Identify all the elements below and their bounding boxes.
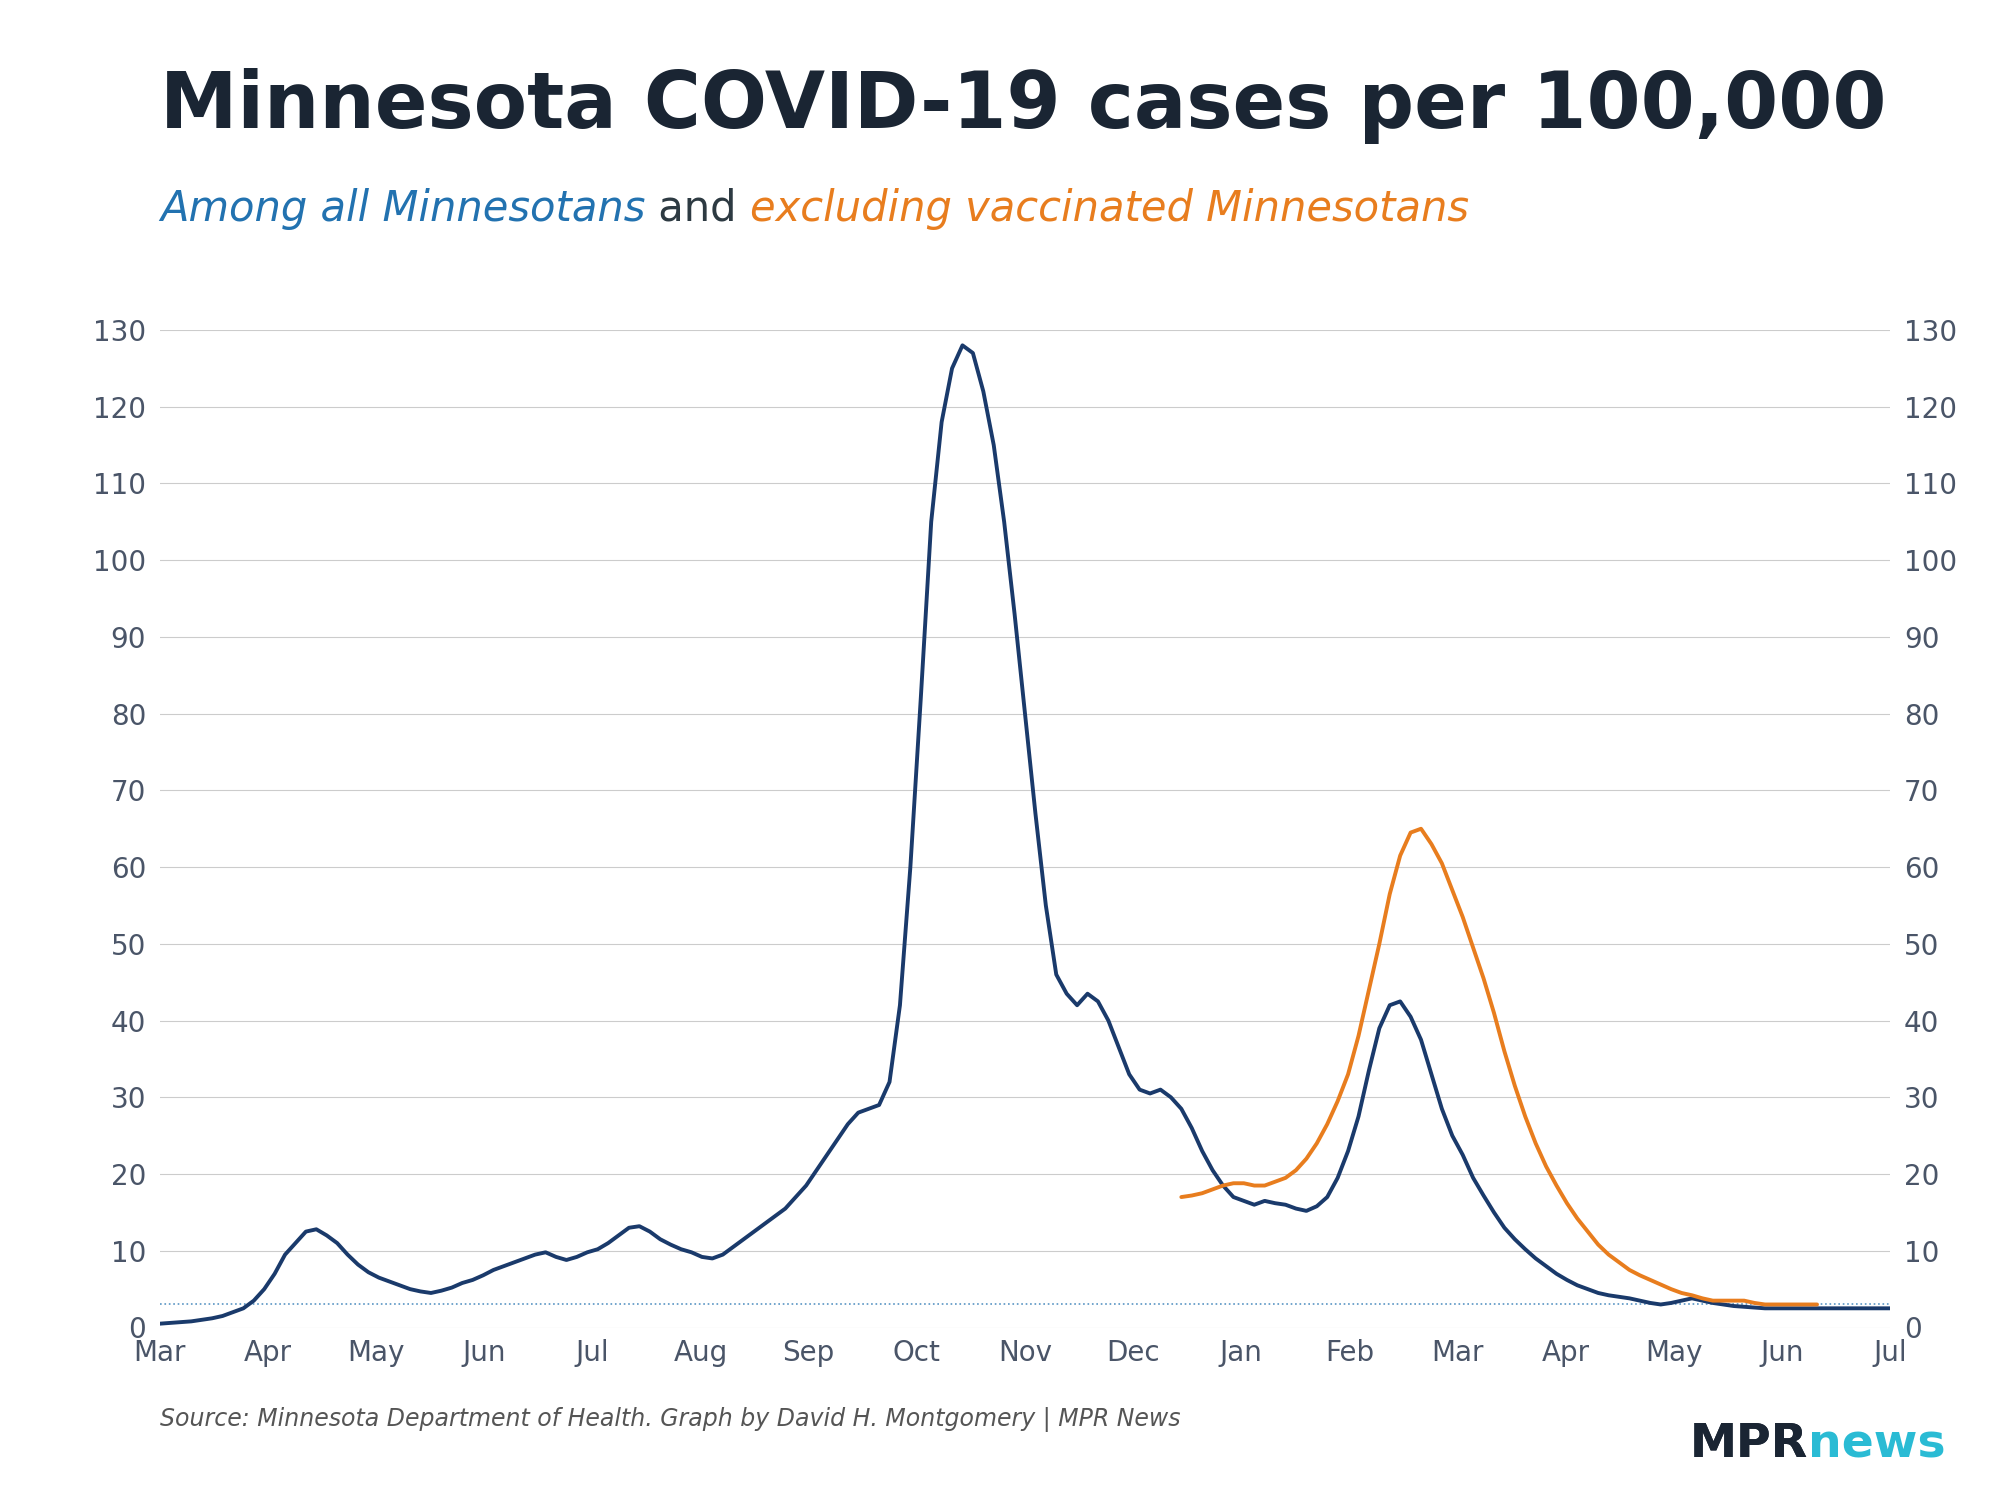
Text: Source: Minnesota Department of Health. Graph by David H. Montgomery | MPR News: Source: Minnesota Department of Health. … — [160, 1407, 1180, 1432]
Text: news: news — [1808, 1422, 1946, 1467]
Text: Among all Minnesotans: Among all Minnesotans — [160, 188, 646, 230]
Text: MPR: MPR — [1690, 1422, 1808, 1467]
Text: excluding vaccinated Minnesotans: excluding vaccinated Minnesotans — [750, 188, 1470, 230]
Text: and: and — [646, 188, 750, 230]
Text: Minnesota COVID-19 cases per 100,000: Minnesota COVID-19 cases per 100,000 — [160, 68, 1886, 144]
Text: MPR: MPR — [1690, 1422, 1808, 1467]
